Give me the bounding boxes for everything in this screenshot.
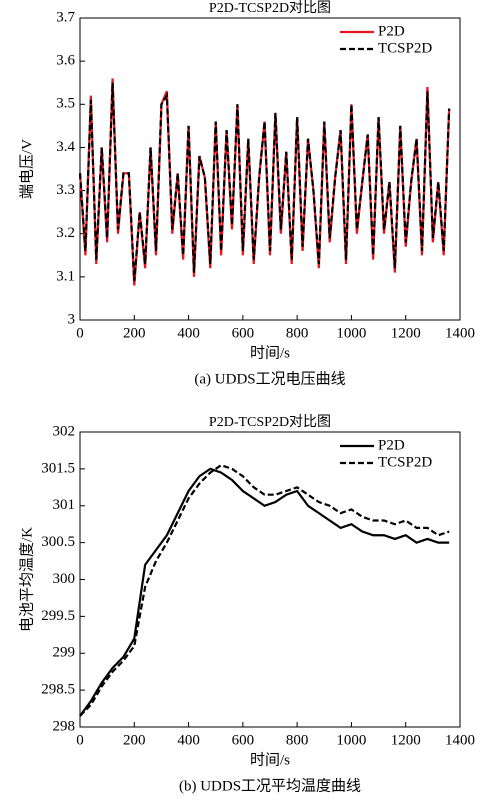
x-tick-label: 1400	[445, 325, 475, 341]
y-tick-label: 301	[53, 497, 76, 513]
y-tick-label: 299	[53, 645, 76, 661]
x-tick-label: 400	[177, 325, 200, 341]
legend-label: TCSP2D	[378, 40, 432, 56]
plot-frame	[79, 17, 461, 321]
x-axis-label: 时间/s	[250, 751, 290, 768]
y-tick-label: 302	[53, 423, 76, 439]
legend-label: TCSP2D	[378, 454, 432, 470]
y-tick-label: 3	[68, 311, 76, 327]
y-tick-label: 298	[53, 718, 76, 734]
y-tick-label: 3.7	[56, 9, 75, 25]
x-tick-label: 1200	[391, 325, 421, 341]
legend-label: P2D	[378, 437, 405, 453]
y-tick-label: 3.2	[56, 225, 75, 241]
data-line	[79, 467, 450, 717]
x-tick-label: 0	[76, 732, 84, 748]
caption: (b) UDDS工况平均温度曲线	[179, 777, 361, 794]
y-tick-label: 3.5	[56, 96, 75, 112]
x-tick-label: 1000	[336, 732, 366, 748]
x-tick-label: 600	[232, 732, 255, 748]
y-tick-label: 3.6	[56, 53, 75, 69]
chart-title: P2D-TCSP2D对比图	[209, 414, 331, 430]
x-tick-label: 600	[232, 325, 255, 341]
x-tick-label: 400	[177, 732, 200, 748]
x-tick-label: 1200	[391, 732, 421, 748]
y-tick-label: 298.5	[41, 682, 75, 698]
x-axis-label: 时间/s	[250, 344, 290, 361]
y-tick-label: 3.1	[56, 268, 75, 284]
plot-frame	[79, 431, 461, 728]
y-tick-label: 3.3	[56, 182, 75, 198]
y-axis-label: 电池平均温度/K	[18, 527, 35, 632]
y-axis-label: 端电压/V	[18, 139, 35, 199]
y-tick-label: 301.5	[41, 460, 75, 476]
x-tick-label: 800	[286, 732, 309, 748]
y-tick-label: 300.5	[41, 534, 75, 550]
caption: (a) UDDS工况电压曲线	[194, 370, 345, 387]
y-tick-label: 299.5	[41, 608, 75, 624]
x-tick-label: 0	[76, 325, 84, 341]
y-tick-label: 300	[53, 571, 76, 587]
legend-label: P2D	[378, 23, 405, 39]
x-tick-label: 1400	[445, 732, 475, 748]
x-tick-label: 200	[123, 325, 146, 341]
x-tick-label: 1000	[336, 325, 366, 341]
chart-title: P2D-TCSP2D对比图	[209, 0, 331, 16]
y-tick-label: 3.4	[56, 139, 75, 155]
x-tick-label: 200	[123, 732, 146, 748]
data-line	[79, 463, 450, 717]
data-line	[78, 82, 451, 282]
x-tick-label: 800	[286, 325, 309, 341]
